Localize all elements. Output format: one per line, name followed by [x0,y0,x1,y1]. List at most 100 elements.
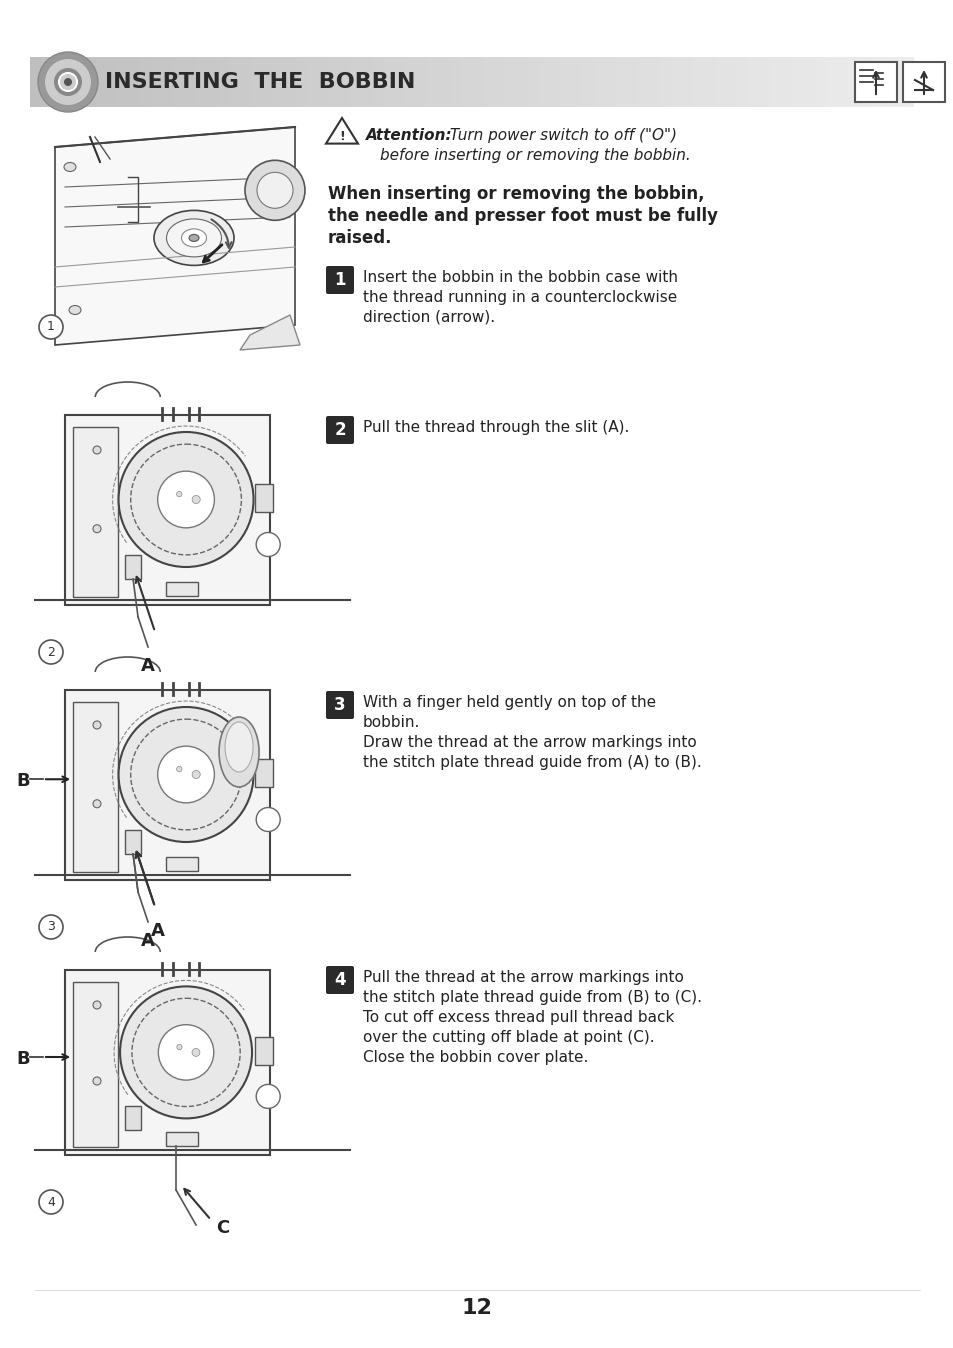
Circle shape [120,987,252,1119]
Text: 1: 1 [334,271,345,288]
Bar [306,57,317,106]
Bar [725,57,737,106]
Bar [185,57,196,106]
Bar [516,57,527,106]
Bar [847,57,859,106]
Bar [229,57,240,106]
Bar [262,57,274,106]
Bar [350,57,361,106]
Text: B: B [16,1050,30,1068]
Bar [395,57,406,106]
Bar [505,57,517,106]
Ellipse shape [153,210,233,266]
Text: With a finger held gently on top of the: With a finger held gently on top of the [363,696,656,710]
Bar [125,555,141,580]
Text: A: A [151,922,165,940]
Text: the thread running in a counterclockwise: the thread running in a counterclockwise [363,290,677,305]
Ellipse shape [189,235,199,241]
Bar [482,57,494,106]
Bar [52,57,64,106]
Bar [96,57,108,106]
Bar [615,57,626,106]
Bar [450,57,461,106]
Bar [527,57,538,106]
Circle shape [158,1024,213,1080]
Bar [251,57,262,106]
Bar [559,57,572,106]
Polygon shape [326,119,357,144]
Bar [254,484,273,512]
Text: the stitch plate thread guide from (B) to (C).: the stitch plate thread guide from (B) t… [363,989,701,1006]
Bar [427,57,439,106]
Circle shape [92,446,101,454]
Bar [65,415,270,605]
Text: over the cutting off blade at point (C).: over the cutting off blade at point (C). [363,1030,654,1045]
Bar [118,57,130,106]
Bar [737,57,748,106]
Circle shape [192,771,200,779]
Ellipse shape [181,229,206,247]
Bar [361,57,373,106]
Polygon shape [55,127,294,345]
Circle shape [39,640,63,665]
Circle shape [157,747,214,803]
Bar [792,57,803,106]
Circle shape [39,1190,63,1215]
Bar [108,57,119,106]
Ellipse shape [64,163,76,171]
Bar [65,690,270,880]
Bar [460,57,472,106]
Circle shape [39,915,63,940]
Ellipse shape [219,717,259,787]
Text: 1: 1 [47,321,55,333]
Bar [902,62,944,102]
Bar [294,57,307,106]
Circle shape [118,706,253,842]
Circle shape [54,67,82,96]
Circle shape [64,78,71,86]
Bar [162,57,174,106]
Bar [73,427,118,597]
Bar [254,1037,273,1065]
Circle shape [92,799,101,807]
Bar [207,57,218,106]
Bar [781,57,792,106]
Bar [769,57,781,106]
Bar [692,57,704,106]
Text: the stitch plate thread guide from (A) to (B).: the stitch plate thread guide from (A) t… [363,755,701,770]
Bar [41,57,52,106]
Bar [73,981,118,1147]
Bar [858,57,869,106]
Bar [571,57,582,106]
Bar [317,57,329,106]
Bar [869,57,881,106]
Bar [659,57,671,106]
Bar [166,582,198,596]
Bar [284,57,295,106]
Bar [670,57,681,106]
Bar [604,57,616,106]
Bar [537,57,549,106]
Bar [74,57,86,106]
FancyBboxPatch shape [326,266,354,294]
Text: raised.: raised. [328,229,392,247]
Circle shape [245,160,305,220]
FancyBboxPatch shape [326,967,354,993]
Bar [747,57,759,106]
Circle shape [92,1002,101,1010]
Bar [648,57,659,106]
Text: Turn power switch to off ("O"): Turn power switch to off ("O") [444,128,677,143]
Ellipse shape [167,218,221,257]
Bar [582,57,594,106]
Bar [140,57,152,106]
Bar [802,57,814,106]
Bar [715,57,726,106]
Circle shape [256,807,280,832]
Bar [373,57,384,106]
Bar [626,57,638,106]
Text: Draw the thread at the arrow markings into: Draw the thread at the arrow markings in… [363,735,696,749]
Bar [549,57,560,106]
Bar [814,57,825,106]
Bar [152,57,163,106]
Text: A: A [141,656,154,675]
